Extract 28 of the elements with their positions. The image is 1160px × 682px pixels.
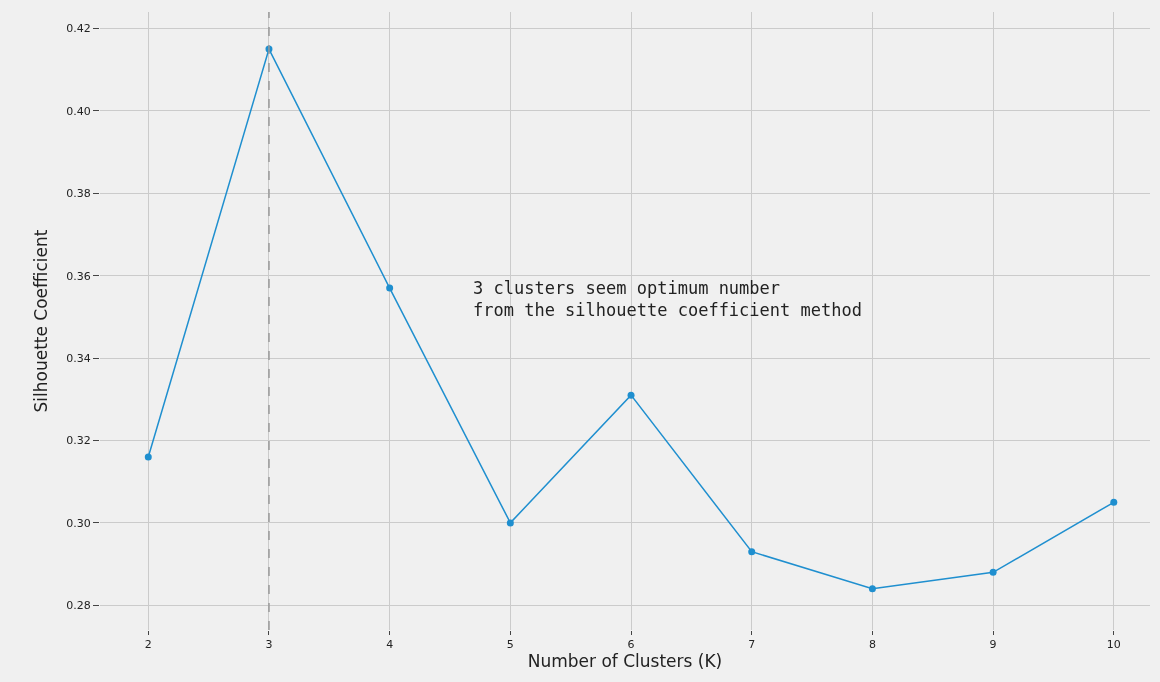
point (989, 568, 997, 576)
y-tick-label: 0.32 (66, 434, 91, 448)
point (506, 519, 514, 527)
x-tick-label: 5 (506, 638, 514, 652)
y-tick-label: 0.36 (66, 269, 91, 283)
x-tick-label: 7 (748, 638, 756, 652)
point (868, 585, 876, 593)
x-tick-label: 9 (989, 638, 997, 652)
x-tick-label: 8 (868, 638, 876, 652)
y-tick-label: 0.40 (66, 104, 91, 118)
y-tick-label: 0.42 (66, 22, 91, 36)
y-tick-label: 0.30 (66, 516, 91, 530)
y-tick-label: 0.38 (66, 187, 91, 201)
point (1110, 498, 1118, 506)
x-tick-label: 6 (627, 638, 635, 652)
x-tick-label: 3 (265, 638, 273, 652)
annotation: 3 clusters seem optimum number from the silhouette coefficient method (473, 278, 862, 321)
point (748, 548, 756, 556)
point (386, 284, 394, 292)
x-tick-label: 2 (144, 638, 152, 652)
x-tick-label: 4 (386, 638, 394, 652)
x-tick-label: 10 (1106, 638, 1121, 652)
y-tick-label: 0.28 (66, 599, 91, 613)
x-axis-title: Number of Clusters (K) (527, 651, 723, 672)
y-tick-label: 0.34 (66, 351, 91, 365)
point (627, 391, 635, 399)
y-axis-title: Silhouette Coefficient (30, 229, 51, 413)
point (144, 453, 152, 461)
